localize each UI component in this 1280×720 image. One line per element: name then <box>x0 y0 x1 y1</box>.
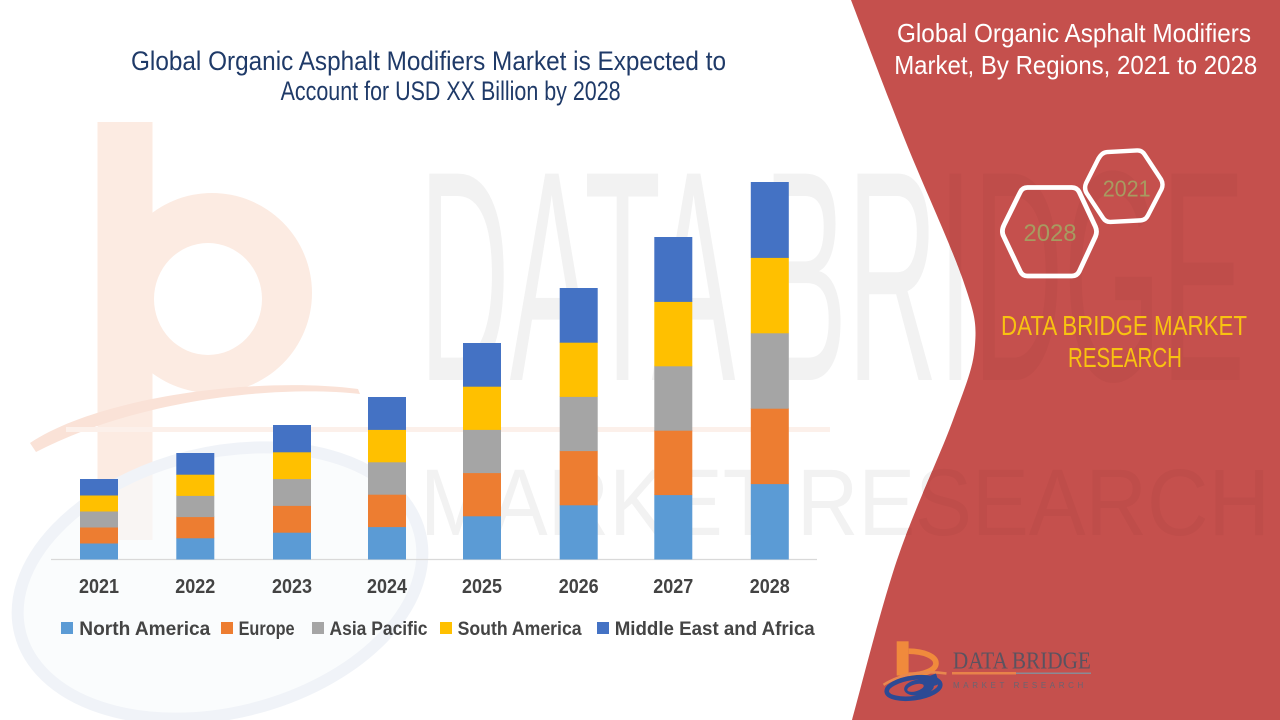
svg-text:North America: North America <box>79 618 210 640</box>
svg-text:Asia Pacific: Asia Pacific <box>330 618 428 640</box>
svg-text:Europe: Europe <box>239 618 295 640</box>
svg-text:MARKET RESEARCH: MARKET RESEARCH <box>420 450 1270 556</box>
svg-text:DATA BRIDGE MARKET: DATA BRIDGE MARKET <box>1001 310 1247 341</box>
svg-text:RESEARCH: RESEARCH <box>1068 342 1182 373</box>
svg-text:2021: 2021 <box>79 575 119 598</box>
svg-text:Global Organic Asphalt Modifie: Global Organic Asphalt Modifiers <box>897 18 1251 48</box>
svg-text:2028: 2028 <box>1024 220 1077 247</box>
svg-text:2028: 2028 <box>750 575 790 598</box>
svg-text:2024: 2024 <box>367 575 408 598</box>
svg-text:2027: 2027 <box>653 575 693 598</box>
svg-text:2026: 2026 <box>559 575 599 598</box>
svg-text:Market, By Regions, 2021 to 20: Market, By Regions, 2021 to 2028 <box>894 50 1257 80</box>
svg-text:2023: 2023 <box>272 575 312 598</box>
svg-text:2021: 2021 <box>1103 176 1151 202</box>
svg-text:DATA BRIDGE: DATA BRIDGE <box>953 649 1091 675</box>
svg-text:2022: 2022 <box>175 575 215 598</box>
svg-text:South America: South America <box>458 618 582 640</box>
svg-text:Global Organic Asphalt Modifie: Global Organic Asphalt Modifiers Market … <box>131 46 726 76</box>
svg-text:Middle East and Africa: Middle East and Africa <box>615 618 815 640</box>
svg-text:MARKET RESEARCH: MARKET RESEARCH <box>953 681 1087 690</box>
svg-text:2025: 2025 <box>462 575 502 598</box>
svg-text:Account for USD XX Billion by: Account for USD XX Billion by 2028 <box>281 76 621 106</box>
svg-text:DATA BRIDGE: DATA BRIDGE <box>419 108 1245 444</box>
